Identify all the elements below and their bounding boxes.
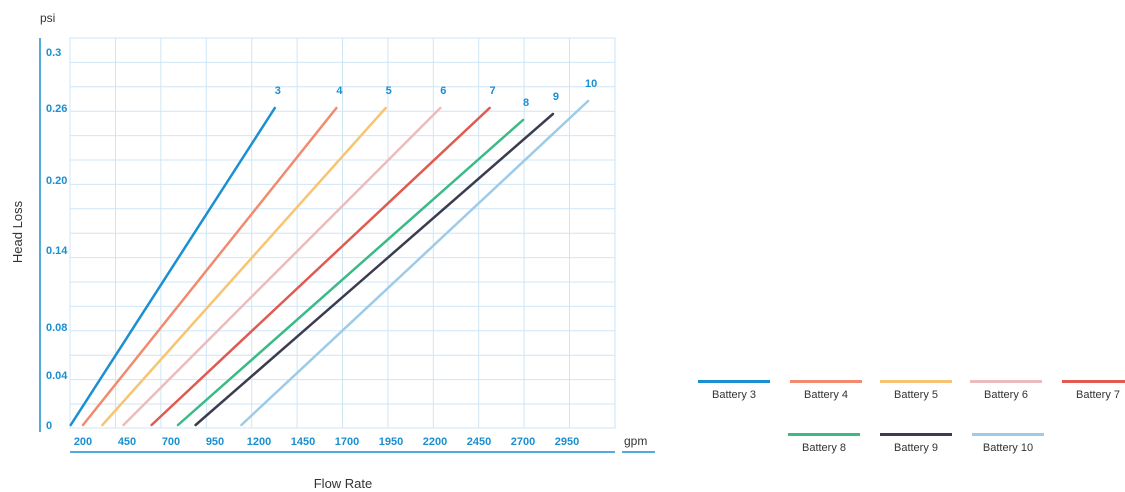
legend-label: Battery 6 [983,389,1029,401]
chart-series [69,99,590,427]
y-tick-label: 0.04 [46,370,68,382]
legend-swatch [698,380,770,383]
legend-swatch [1062,380,1125,383]
y-unit-label: psi [40,11,55,25]
series-line [150,106,491,427]
series-end-label: 9 [553,91,559,103]
x-unit-label: gpm [624,434,647,448]
series-end-label: 7 [489,85,495,97]
legend-label: Battery 4 [803,389,849,401]
legend-item: Battery 6 [970,380,1042,401]
plot-border [69,37,616,429]
y-axis-title: Head Loss [10,200,25,263]
legend-swatch [788,433,860,436]
legend-item: Battery 4 [790,380,862,401]
x-tick-label: 2950 [555,436,579,448]
y-tick-label: 0.14 [46,245,68,257]
series-end-label: 6 [440,85,446,97]
y-tick-label: 0 [46,420,52,432]
legend-item: Battery 7 [1062,380,1125,401]
series-end-label: 10 [585,78,597,90]
legend-label: Battery 8 [801,442,847,454]
x-tick-label: 1950 [379,436,403,448]
series-line [176,118,525,427]
legend-swatch [880,380,952,383]
legend-item: Battery 10 [972,433,1044,454]
x-tick-label: 1700 [335,436,359,448]
legend-label: Battery 9 [893,442,939,454]
x-tick-label: 1200 [247,436,271,448]
chart-labels: 0 0.04 0.08 0.14 0.20 0.26 0.3 200 450 700 950 1200… [10,11,647,491]
series-end-label: 5 [386,85,392,97]
x-tick-label: 200 [74,436,92,448]
legend-item: Battery 5 [880,380,952,401]
x-tick-label: 2200 [423,436,447,448]
x-tick-label: 450 [118,436,136,448]
x-tick-label: 2700 [511,436,535,448]
series-line [69,106,277,427]
y-tick-label: 0.20 [46,175,67,187]
series-line [81,106,338,427]
legend-item: Battery 9 [880,433,952,454]
legend-swatch [790,380,862,383]
legend-swatch [970,380,1042,383]
legend-label: Battery 10 [982,442,1034,454]
y-tick-label: 0.08 [46,322,67,334]
legend-label: Battery 5 [893,389,939,401]
series-end-label: 3 [275,85,281,97]
y-tick-label: 0.26 [46,103,67,115]
legend-swatch [880,433,952,436]
series-line [240,99,590,427]
series-line [122,106,442,427]
legend-label: Battery 7 [1075,389,1121,401]
x-tick-label: 1450 [291,436,315,448]
x-axis-title: Flow Rate [314,476,373,491]
legend-item: Battery 8 [788,433,860,454]
x-tick-label: 700 [162,436,180,448]
chart-legend: Battery 3 Battery 4 Battery 5 Battery 6 Batt… [690,380,1125,470]
legend-swatch [972,433,1044,436]
series-end-label: 8 [523,97,529,109]
series-line [194,112,555,427]
chart-axes [39,38,655,453]
y-tick-label: 0.3 [46,47,61,59]
series-end-label: 4 [336,85,343,97]
legend-item: Battery 3 [698,380,770,401]
series-line [101,106,387,427]
x-tick-label: 950 [206,436,224,448]
x-tick-label: 2450 [467,436,491,448]
legend-label: Battery 3 [711,389,757,401]
